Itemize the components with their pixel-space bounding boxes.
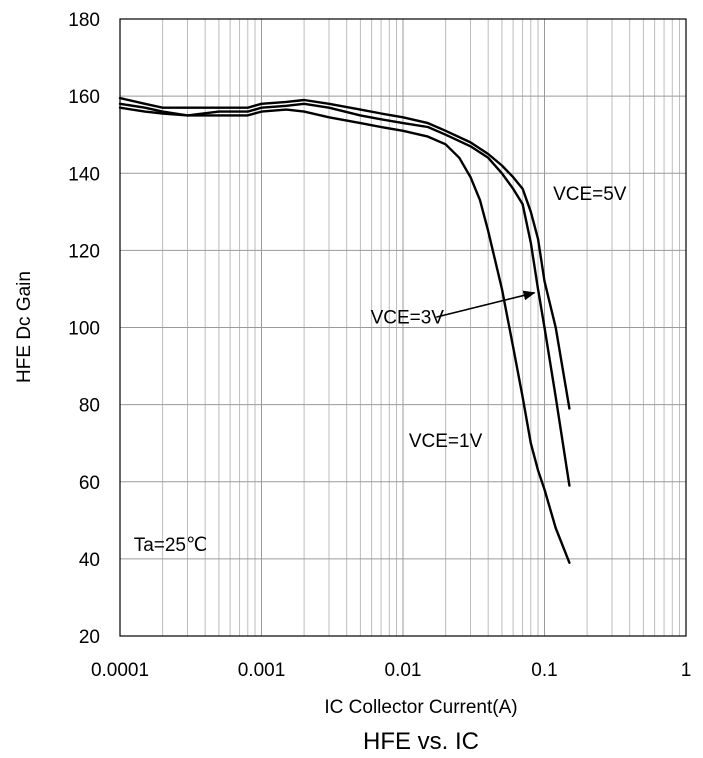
y-tick-label: 140: [68, 164, 100, 185]
y-tick-label: 100: [68, 319, 100, 340]
annotation-label: Ta=25℃: [134, 535, 208, 556]
annotation-label: VCE=3V: [371, 308, 445, 329]
y-tick-label: 40: [79, 550, 100, 571]
x-tick-label: 0.01: [385, 660, 422, 681]
y-tick-label: 160: [68, 87, 100, 108]
x-tick-label: 0.1: [531, 660, 557, 681]
x-tick-label: 0.0001: [91, 660, 149, 681]
chart-title: HFE vs. IC: [363, 728, 479, 755]
series-line-vce-3v: [118, 102, 571, 487]
grid: [120, 19, 686, 636]
y-tick-label: 80: [79, 396, 100, 417]
x-tick-label: 0.001: [238, 660, 286, 681]
annotation-layer: VCE=5V VCE=3V VCE=1V Ta=25℃: [134, 184, 627, 556]
y-tick-label: 120: [68, 241, 100, 262]
annotation-label: VCE=1V: [409, 431, 483, 452]
series-line-vce-1v: [118, 106, 571, 564]
series-line-vce-5v: [118, 96, 571, 410]
y-tick-label: 20: [79, 627, 100, 648]
annotation-label: VCE=5V: [553, 184, 627, 205]
x-tick-label: 1: [681, 660, 692, 681]
series-layer: [118, 96, 571, 564]
x-tick-labels: 0.0001 0.001 0.01 0.1 1: [91, 660, 691, 681]
y-tick-label: 60: [79, 473, 100, 494]
y-tick-label: 180: [68, 10, 100, 31]
annotation-arrow: [436, 290, 536, 318]
y-axis-label: HFE Dc Gain: [14, 271, 35, 383]
y-tick-labels: 20 40 60 80 100 120 140 160 180: [68, 10, 100, 648]
plot-frame: [119, 18, 687, 637]
x-axis-label: IC Collector Current(A): [324, 697, 517, 718]
